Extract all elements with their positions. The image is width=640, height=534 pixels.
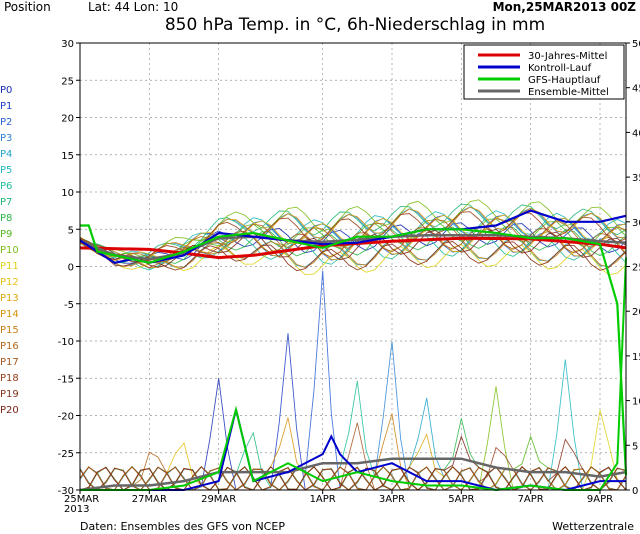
left-tick-label-11: -25: [58, 449, 74, 460]
left-tick-label-10: -20: [58, 412, 74, 423]
temp-member-P18: [79, 211, 627, 263]
left-tick-label-9: -15: [58, 374, 74, 385]
left-tick-label-2: 20: [61, 114, 74, 125]
x-tick-label-2: 29MAR: [201, 494, 236, 505]
left-tick-label-0: 30: [61, 39, 74, 50]
right-tick-label-6: 20: [632, 307, 640, 318]
member-label-P4: P4: [0, 149, 12, 160]
left-tick-label-1: 25: [61, 76, 74, 87]
coords-label: Lat: 44 Lon: 10: [88, 0, 178, 14]
member-label-P15: P15: [0, 325, 19, 336]
grid: [80, 43, 626, 490]
precip-member-P4: [79, 397, 627, 491]
right-tick-label-5: 25: [632, 263, 640, 274]
left-tick-label-5: 5: [68, 225, 74, 236]
footer-source: Daten: Ensembles des GFS von NCEP: [80, 520, 285, 533]
right-tick-label-0: 50: [632, 39, 640, 50]
temp-gfs-line: [80, 224, 628, 476]
left-tick-label-12: -30: [58, 486, 74, 497]
left-tick-label-6: 0: [68, 263, 74, 274]
right-tick-label-7: 15: [632, 352, 640, 363]
right-tick-label-4: 30: [632, 218, 640, 229]
x-tick-label-3: 1APR: [310, 494, 336, 505]
right-axis: 50454035302520151050: [626, 39, 640, 497]
legend-clim-label: 30-Jahres-Mittel: [528, 51, 607, 62]
chart-title: 850 hPa Temp. in °C, 6h-Niederschlag in …: [165, 15, 545, 35]
member-label-P3: P3: [0, 133, 12, 144]
member-label-P13: P13: [0, 293, 19, 304]
member-label-P16: P16: [0, 341, 19, 352]
member-label-P11: P11: [0, 261, 19, 272]
member-label-P17: P17: [0, 357, 19, 368]
precip-member-P15: [79, 413, 627, 491]
member-label-list: P0 P1 P2 P3 P4 P5 P6 P7 P8 P9 P10 P11 P12 P13 P14 P15 P1…: [0, 85, 19, 416]
temp-member-P19: [79, 237, 627, 272]
right-tick-label-3: 35: [632, 173, 640, 184]
right-tick-label-9: 5: [632, 441, 638, 452]
member-label-P7: P7: [0, 197, 12, 208]
precip-member-P11: [79, 409, 627, 492]
right-tick-label-1: 45: [632, 84, 640, 95]
run-label: Mon,25MAR2013 00Z: [493, 0, 637, 14]
member-label-P6: P6: [0, 181, 12, 192]
right-tick-label-2: 40: [632, 128, 640, 139]
member-label-P1: P1: [0, 101, 12, 112]
temp-clim-line: [79, 236, 627, 260]
x-tick-sublabel-0: 2013: [64, 504, 89, 515]
temp-member-P8: [79, 226, 627, 264]
footer-brand: Wetterzentrale: [552, 520, 634, 533]
x-tick-label-5: 5APR: [448, 494, 474, 505]
member-label-P18: P18: [0, 373, 19, 384]
x-tick-label-7: 9APR: [587, 494, 613, 505]
legend: 30-Jahres-Mittel Kontroll-Lauf GFS-Haupt…: [463, 44, 625, 100]
x-tick-label-6: 7APR: [518, 494, 544, 505]
x-tick-label-4: 3APR: [379, 494, 405, 505]
legend-gfs-label: GFS-Hauptlauf: [528, 75, 601, 86]
precip-mean-line: [79, 457, 627, 492]
precip-member-P14: [79, 417, 627, 491]
member-label-P20: P20: [0, 405, 19, 416]
member-label-P10: P10: [0, 245, 19, 256]
left-axis: 30 25 20 15 10 5 0 -5 -10 -15 -20 -25 -30: [58, 39, 80, 497]
member-label-P9: P9: [0, 229, 12, 240]
precip-member-P8: [79, 418, 627, 491]
member-label-P2: P2: [0, 117, 12, 128]
x-tick-label-0: 25MAR: [64, 494, 99, 505]
legend-control-label: Kontroll-Lauf: [528, 63, 592, 74]
temp-member-P20: [79, 229, 627, 268]
temp-member-P14: [79, 206, 627, 262]
precip-member-P19: [79, 438, 627, 491]
left-tick-label-4: 10: [61, 188, 74, 199]
temp-member-P4: [79, 236, 627, 268]
member-label-P12: P12: [0, 277, 19, 288]
x-axis: 25MAR2013 27MAR 29MAR 1APR 3APR 5APR 7APR 9APR: [64, 490, 613, 515]
temp-member-P15: [79, 236, 627, 269]
precip-gfs-line: [80, 257, 627, 492]
member-label-P19: P19: [0, 389, 19, 400]
temp-member-P10: [79, 199, 627, 260]
right-tick-label-10: 0: [632, 486, 638, 497]
member-label-P8: P8: [0, 213, 12, 224]
member-label-P14: P14: [0, 309, 19, 320]
x-tick-label-1: 27MAR: [132, 494, 167, 505]
left-tick-label-7: -5: [64, 300, 74, 311]
position-label: Position: [4, 0, 51, 14]
left-tick-label-3: 15: [61, 151, 74, 162]
legend-mean-label: Ensemble-Mittel: [528, 87, 609, 98]
member-label-P5: P5: [0, 165, 12, 176]
member-label-P0: P0: [0, 85, 12, 96]
precip-control-line: [80, 409, 626, 492]
right-tick-label-8: 10: [632, 397, 640, 408]
left-tick-label-8: -10: [58, 337, 74, 348]
